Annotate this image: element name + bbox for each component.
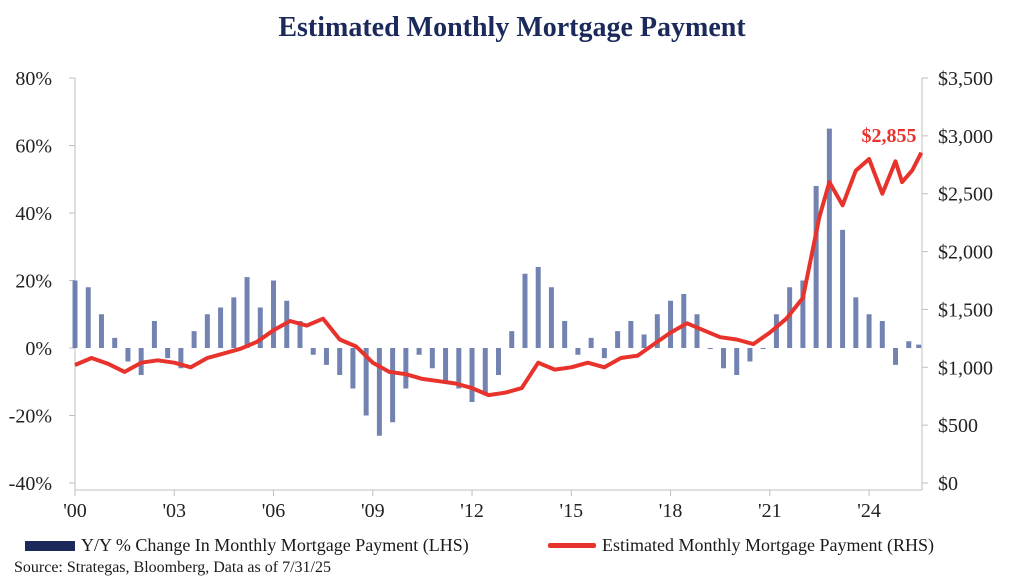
yoy-change-bar — [681, 294, 687, 348]
yoy-change-bar — [509, 331, 515, 348]
x-axis-tick-label: '24 — [857, 500, 881, 522]
left-axis-tick-label: -20% — [9, 406, 52, 428]
x-axis-tick-label: '12 — [460, 500, 484, 522]
yoy-change-bar — [588, 337, 594, 348]
yoy-change-bar — [853, 297, 859, 348]
left-axis-tick-label: 80% — [15, 68, 52, 90]
yoy-change-bar — [85, 287, 91, 348]
right-axis-tick-label: $3,500 — [938, 68, 993, 90]
yoy-change-bar — [562, 321, 568, 348]
yoy-change-bar — [628, 321, 634, 348]
yoy-change-bar — [456, 348, 462, 389]
yoy-change-bar — [615, 331, 621, 348]
right-axis-tick-label: $2,500 — [938, 184, 993, 206]
yoy-change-bar — [601, 348, 607, 359]
left-axis-tick-label: 60% — [15, 136, 52, 158]
yoy-change-bar — [98, 314, 104, 348]
yoy-change-bar — [218, 307, 224, 348]
yoy-change-bar — [734, 348, 740, 375]
yoy-change-bar — [469, 348, 475, 402]
legend-line-swatch — [548, 543, 596, 548]
latest-value-label: $2,855 — [862, 125, 917, 147]
yoy-change-bar — [72, 280, 78, 348]
yoy-change-bar — [482, 348, 488, 396]
yoy-change-bar — [707, 348, 713, 349]
left-axis-tick-label: -40% — [9, 473, 52, 495]
yoy-change-bar — [191, 331, 197, 348]
yoy-change-bar — [720, 348, 726, 369]
source-note: Source: Strategas, Bloomberg, Data as of… — [14, 559, 331, 576]
legend-bar-swatch — [25, 540, 75, 551]
yoy-change-bar — [125, 348, 131, 362]
legend-bar-label: Y/Y % Change In Monthly Mortgage Payment… — [81, 535, 469, 555]
yoy-change-bar — [376, 348, 382, 436]
x-axis-tick-label: '03 — [162, 500, 186, 522]
right-axis-tick-label: $0 — [938, 473, 958, 495]
legend-bars: Y/Y % Change In Monthly Mortgage Payment… — [25, 535, 469, 556]
yoy-change-bar — [668, 300, 674, 348]
yoy-change-bar — [916, 344, 922, 348]
yoy-change-bar — [178, 348, 184, 369]
chart-title: Estimated Monthly Mortgage Payment — [278, 12, 746, 43]
yoy-change-bar — [390, 348, 396, 423]
right-axis-tick-label: $2,000 — [938, 242, 993, 264]
right-axis-tick-label: $1,500 — [938, 299, 993, 321]
yoy-change-bar — [826, 128, 832, 348]
yoy-change-bar — [271, 280, 277, 348]
yoy-change-bar — [813, 186, 819, 348]
x-axis-tick-label: '00 — [63, 500, 87, 522]
yoy-change-bar — [496, 348, 501, 375]
yoy-change-bar — [773, 314, 779, 348]
yoy-change-bar — [350, 348, 356, 389]
yoy-change-bar — [522, 273, 528, 348]
yoy-change-bar — [694, 314, 700, 348]
yoy-change-bar — [363, 348, 369, 416]
yoy-change-bar — [575, 348, 581, 355]
x-axis-tick-label: '21 — [758, 500, 782, 522]
yoy-change-bar — [840, 229, 846, 348]
x-axis-tick-label: '15 — [559, 500, 583, 522]
yoy-change-bar — [297, 321, 303, 348]
x-axis-tick-label: '18 — [659, 500, 683, 522]
yoy-change-bar — [906, 341, 912, 348]
yoy-change-bar — [548, 287, 554, 348]
yoy-change-bar — [747, 348, 753, 362]
payment-series-line — [74, 151, 924, 398]
yoy-change-bar — [879, 321, 885, 348]
yoy-change-bar — [654, 314, 660, 348]
yoy-change-bar — [641, 334, 647, 348]
yoy-change-bar — [443, 348, 449, 382]
x-axis-tick-label: '06 — [262, 500, 286, 522]
yoy-change-bar — [204, 314, 210, 348]
right-axis-tick-label: $1,000 — [938, 357, 993, 379]
yoy-change-bar — [337, 348, 343, 375]
yoy-change-bar — [231, 297, 237, 348]
yoy-change-bar — [800, 280, 806, 348]
yoy-change-bar — [429, 348, 435, 369]
yoy-change-bar — [416, 348, 422, 355]
right-axis-tick-label: $3,000 — [938, 126, 993, 148]
legend-line-label: Estimated Monthly Mortgage Payment (RHS) — [602, 535, 934, 555]
yoy-change-bar — [893, 348, 899, 365]
yoy-change-bar — [257, 307, 263, 348]
left-axis-tick-label: 20% — [15, 271, 52, 293]
yoy-change-bar — [866, 314, 872, 348]
yoy-change-bar — [535, 267, 541, 348]
yoy-change-bar — [323, 348, 329, 365]
yoy-change-bar — [310, 348, 316, 355]
x-axis-tick-label: '09 — [361, 500, 385, 522]
yoy-change-bar — [151, 321, 157, 348]
yoy-change-bar — [760, 348, 766, 349]
right-axis-tick-label: $500 — [938, 415, 978, 437]
legend-line: Estimated Monthly Mortgage Payment (RHS) — [548, 535, 934, 556]
yoy-change-bar — [165, 348, 171, 359]
yoy-change-bar — [244, 277, 250, 348]
left-axis-tick-label: 0% — [25, 338, 52, 360]
left-axis-tick-label: 40% — [15, 203, 52, 225]
yoy-change-bar — [403, 348, 409, 389]
yoy-change-bar — [112, 337, 118, 348]
